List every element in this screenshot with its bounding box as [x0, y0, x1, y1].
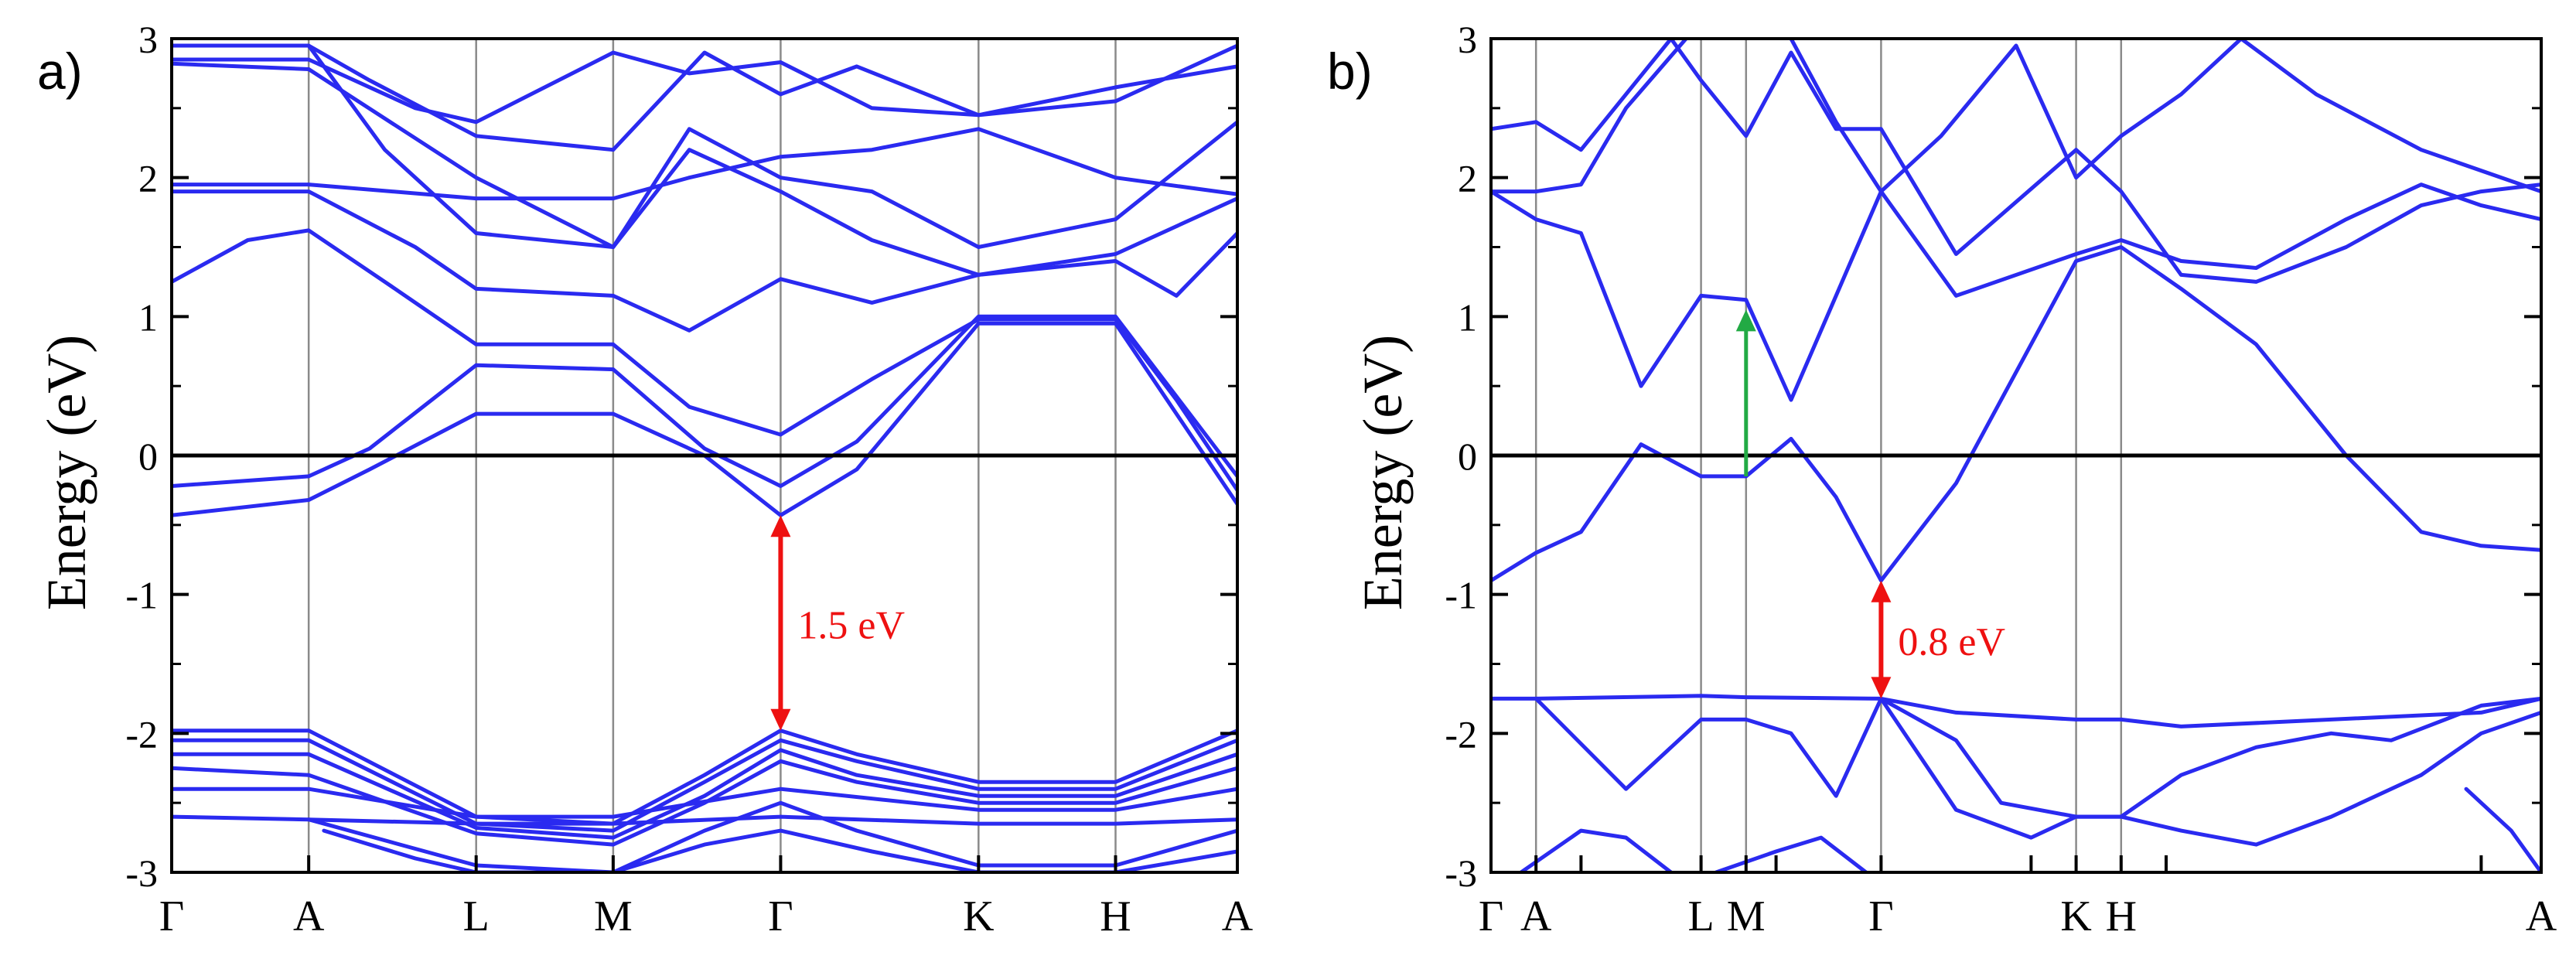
y-tick-label: 2: [1458, 157, 1477, 200]
band-line-8: [1534, 696, 2541, 819]
band-line-9: [1878, 696, 2541, 847]
band-line-17: [322, 828, 1237, 872]
kpoint-label: Γ: [1479, 892, 1503, 940]
y-tick-label: 1: [1458, 295, 1477, 339]
kpoint-label: A: [2526, 892, 2557, 940]
y-tick-label: 3: [1458, 18, 1477, 61]
panel-label: a): [37, 43, 83, 100]
band-line-16: [306, 800, 1237, 872]
band-line-1: [1491, 245, 2541, 583]
y-tick-label: 0: [1458, 435, 1477, 478]
band-line-3: [172, 228, 1237, 493]
band-lines: [172, 43, 1237, 872]
band-line-8: [172, 43, 1237, 249]
band-line-2: [172, 314, 1237, 488]
y-tick-label: 2: [138, 157, 158, 200]
band-line-4: [1491, 39, 1688, 194]
kpoint-label: A: [1222, 892, 1254, 940]
band-line-6: [172, 127, 1237, 201]
band-line-12: [172, 748, 1237, 840]
band-line-12: [2464, 786, 2541, 872]
kpoint-label: K: [2060, 892, 2091, 940]
band-line-5: [172, 61, 1237, 277]
y-tick-label: 3: [138, 18, 158, 61]
band-line-14: [172, 786, 1237, 819]
kpoint-label: A: [293, 892, 325, 940]
band-line-3: [1491, 39, 2541, 284]
band-line-7: [172, 50, 1237, 125]
band-line-4: [172, 189, 1237, 333]
y-tick-label: 0: [138, 435, 158, 478]
y-tick-label: -3: [125, 851, 158, 895]
y-tick-label: -1: [125, 574, 158, 617]
y-tick-label: -3: [1445, 851, 1477, 895]
gap-label: 1.5 eV: [797, 603, 905, 647]
y-tick-label: -1: [1445, 574, 1477, 617]
band-line-5: [1789, 39, 2124, 194]
kpoint-label: K: [963, 892, 994, 940]
kpoint-label: A: [1520, 892, 1552, 940]
band-lines: [1491, 39, 2541, 872]
kpoint-label: Γ: [1868, 892, 1893, 940]
gap-arrow-head-bottom: [1871, 677, 1892, 699]
kpoint-label: Γ: [768, 892, 793, 940]
transition-arrow-head: [1735, 309, 1756, 332]
band-line-7: [1491, 694, 2541, 728]
band-line-10: [1519, 828, 1674, 872]
y-axis-label: Energy (eV): [36, 335, 97, 611]
band-line-15: [172, 814, 1237, 826]
y-tick-label: -2: [125, 712, 158, 756]
kpoint-label: M: [594, 892, 633, 940]
band-line-10: [172, 728, 1237, 826]
band-line-2: [1491, 183, 2541, 402]
band-line-9: [306, 43, 1237, 152]
kpoint-label: Γ: [159, 892, 184, 940]
kpoint-label: M: [1727, 892, 1766, 940]
gap-arrow-head-bottom: [770, 708, 791, 731]
kpoint-label: L: [1687, 892, 1714, 940]
y-axis-label: Energy (eV): [1352, 335, 1414, 611]
gap-arrow-head-top: [1871, 580, 1892, 602]
band-line-6: [2119, 39, 2541, 194]
kpoint-label: H: [2106, 892, 2137, 940]
gap-arrow-head-top: [770, 515, 791, 537]
kpoint-label: L: [463, 892, 490, 940]
y-tick-label: -2: [1445, 712, 1477, 756]
gap-label: 0.8 eV: [1898, 620, 2005, 664]
kpoint-label: H: [1100, 892, 1131, 940]
y-tick-label: 1: [138, 295, 158, 339]
panel-label: b): [1327, 43, 1373, 100]
band-line-11: [172, 738, 1237, 833]
